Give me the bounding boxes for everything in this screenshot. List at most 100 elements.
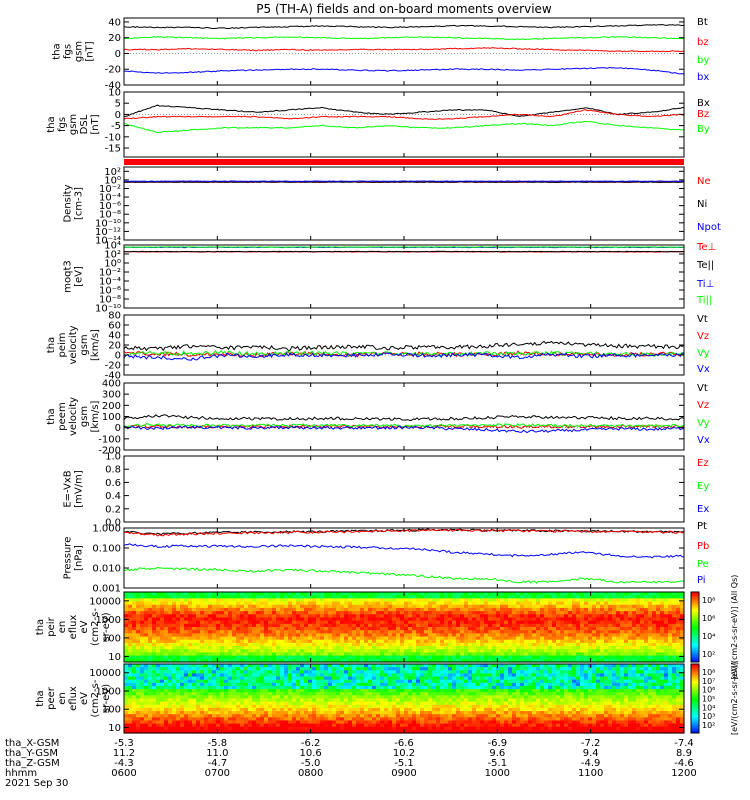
x-row-value: 9.6 <box>489 748 505 759</box>
y-tick-label: 1000 <box>96 615 121 626</box>
y-tick-label: -200 <box>98 446 121 457</box>
y-axis-label: tha <box>46 337 57 353</box>
legend-Vx: Vx <box>697 364 710 375</box>
legend-bz: bz <box>697 37 709 48</box>
y-tick-label: 100 <box>102 633 121 644</box>
series-Vy <box>123 349 685 358</box>
y-tick-label: 200 <box>102 401 121 412</box>
x-row-value: -6.9 <box>488 738 508 749</box>
colorbar-tick: 10⁸ <box>702 668 715 677</box>
y-tick-label: 10⁴ <box>104 241 121 252</box>
y-axis-label: gsm <box>79 334 90 355</box>
y-tick-label: -20 <box>105 65 121 76</box>
x-row-value: 1200 <box>671 768 696 779</box>
x-row-value: 0800 <box>298 768 323 779</box>
y-tick-label: 20 <box>108 341 121 352</box>
y-axis-label: gsm <box>79 406 90 427</box>
legend-Pe: Pe <box>697 559 709 570</box>
legend-Pt: Pt <box>697 521 707 532</box>
y-tick-label: 0 <box>115 351 121 362</box>
y-axis-label: sr-eV) <box>101 612 112 641</box>
y-tick-label: 1.0 <box>105 452 121 463</box>
y-tick-label: 100 <box>102 705 121 716</box>
y-tick-label: 1.000 <box>92 524 121 535</box>
y-axis-label: eV <box>79 692 90 705</box>
y-axis-label: eflux <box>68 615 79 640</box>
y-tick-label: 40 <box>108 17 121 28</box>
y-tick-label: 10⁻¹² <box>95 227 121 238</box>
legend-Bz: Bz <box>697 109 709 120</box>
panel-frame <box>123 455 685 523</box>
y-tick-label: 0 <box>115 110 121 121</box>
x-row-value: -7.4 <box>674 738 694 749</box>
y-tick-label: 300 <box>102 390 121 401</box>
series-by <box>123 36 685 41</box>
y-tick-label: 40 <box>108 331 121 342</box>
legend-Ni: Ni <box>697 199 707 210</box>
legend-Bt: Bt <box>697 17 708 28</box>
x-row-value: -4.3 <box>114 758 134 769</box>
legend-Vt: Vt <box>697 314 708 325</box>
x-row-label: tha_X-GSM <box>5 738 59 749</box>
legend-Ne: Ne <box>697 176 711 187</box>
y-tick-label: 10000 <box>89 668 121 679</box>
y-tick-label: -40 <box>105 371 121 382</box>
legend-Pb: Pb <box>697 541 709 552</box>
y-tick-label: 0.100 <box>92 544 121 555</box>
x-axis-date: 2021 Sep 30 <box>5 778 68 789</box>
legend-Ey: Ey <box>697 481 709 492</box>
y-tick-label: 10⁻⁶ <box>99 286 121 297</box>
panel-frame <box>123 166 685 241</box>
y-tick-label: 400 <box>102 379 121 390</box>
y-tick-label: 80 <box>108 311 121 322</box>
panel-8: 1.000 0.100 0.010 0.001 Pressure [nPa] Pt Pb Pe P… <box>63 521 710 595</box>
y-axis-label: E=-VxB <box>63 470 74 507</box>
x-row-value: -4.6 <box>674 758 694 769</box>
series-bx <box>123 66 685 75</box>
spectrogram <box>124 664 685 734</box>
y-tick-label: 0.0 <box>105 518 121 529</box>
y-tick-label: 0.001 <box>92 584 121 595</box>
y-tick-label: 10⁻¹⁴ <box>95 236 121 247</box>
y-axis-label: peer <box>46 686 57 710</box>
panel-9: 10000 1000 100 10 tha peir en eflux eV (cm2-s-sr-… <box>35 575 739 680</box>
y-axis-label: (cm2-s- <box>90 679 101 717</box>
y-axis-label: [km/s] <box>90 400 101 432</box>
y-tick-label: 10 <box>108 723 121 734</box>
y-axis-label: [nPa] <box>74 545 85 571</box>
y-tick-label: 10⁻¹⁰ <box>95 218 121 229</box>
y-axis-label: tha <box>46 408 57 424</box>
x-row-value: -5.8 <box>208 738 228 749</box>
y-tick-label: 100 <box>102 412 121 423</box>
legend-Vz: Vz <box>697 331 709 342</box>
y-axis-label: en <box>57 692 68 705</box>
y-axis-label: Pressure <box>63 537 74 580</box>
legend-Ez: Ez <box>697 458 709 469</box>
x-row-label: hhmm <box>5 768 37 779</box>
mode-bar <box>124 159 684 165</box>
x-row-value: 0900 <box>391 768 416 779</box>
legend-Vy: Vy <box>697 348 710 359</box>
x-row-value: 1000 <box>485 768 510 779</box>
legend-Te⊥: Te⊥ <box>696 242 716 253</box>
legend-Te||: Te|| <box>696 260 714 271</box>
x-row-value: -6.6 <box>394 738 414 749</box>
x-axis-table: tha_X-GSM -5.3 -5.8 -6.2 -6.6 -6.9 -7.2 -7.4 tha… <box>5 18 697 789</box>
y-axis-label: [nT] <box>90 114 101 134</box>
y-tick-label: 10⁻² <box>99 184 121 195</box>
y-tick-label: 0.8 <box>105 465 121 476</box>
y-tick-label: 0.2 <box>105 504 121 515</box>
y-axis-label: fgs <box>57 117 68 132</box>
y-axis-label: DSL <box>79 114 90 134</box>
series-Te|| <box>123 250 685 253</box>
y-tick-label: 10⁻⁶ <box>99 201 121 212</box>
y-axis-label: en <box>57 621 68 634</box>
series-Vx <box>123 352 685 361</box>
y-axis-label: peem <box>57 402 68 430</box>
x-row-value: -7.2 <box>581 738 601 749</box>
y-axis-label: gsm <box>68 114 79 135</box>
